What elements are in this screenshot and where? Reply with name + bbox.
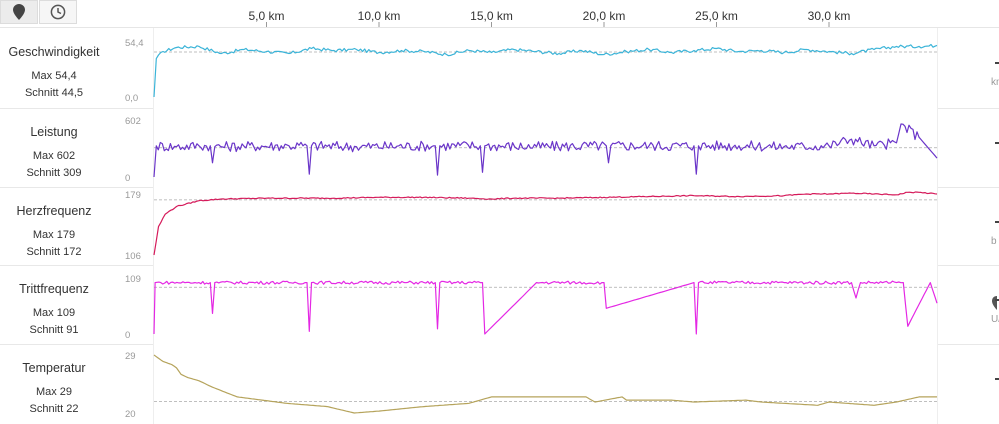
view-toolbar bbox=[0, 0, 80, 26]
speed-value-dash bbox=[995, 62, 999, 64]
cadence-unit: U/ bbox=[991, 314, 999, 325]
power-series-line bbox=[153, 123, 938, 178]
temperature-label-block: Temperatur Max 29 Schnitt 22 bbox=[0, 361, 108, 418]
y-min-label: 0,0 bbox=[125, 93, 138, 104]
map-view-button[interactable] bbox=[0, 0, 38, 24]
temperature-title: Temperatur bbox=[22, 361, 86, 375]
y-max-label: 602 bbox=[125, 116, 141, 127]
y-max-label: 29 bbox=[125, 351, 136, 362]
speed-label-block: Geschwindigkeit Max 54,4 Schnitt 44,5 bbox=[0, 45, 108, 102]
cadence-title: Trittfrequenz bbox=[19, 282, 89, 296]
speed-series-line bbox=[153, 43, 938, 98]
heartrate-max: Max 179 bbox=[32, 229, 76, 241]
power-title: Leistung bbox=[30, 125, 78, 139]
power-max: Max 602 bbox=[32, 150, 76, 162]
power-average: Schnitt 309 bbox=[26, 167, 82, 179]
power-label-block: Leistung Max 602 Schnitt 309 bbox=[0, 125, 108, 182]
x-axis-tick-label: 5,0 km bbox=[248, 9, 284, 23]
y-min-label: 106 bbox=[125, 251, 141, 262]
heartrate-value-dash bbox=[995, 221, 999, 223]
x-axis-tick-label: 30,0 km bbox=[808, 9, 851, 23]
x-axis-tick-label: 20,0 km bbox=[583, 9, 626, 23]
plot-background bbox=[154, 28, 937, 424]
temperature-value-dash bbox=[995, 378, 999, 380]
heartrate-title: Herzfrequenz bbox=[16, 204, 92, 218]
cadence-value-dash bbox=[995, 299, 999, 301]
speed-max: Max 54,4 bbox=[31, 70, 77, 82]
cadence-max: Max 109 bbox=[32, 307, 76, 319]
time-view-button[interactable] bbox=[39, 0, 77, 24]
y-max-label: 54,4 bbox=[125, 38, 144, 49]
temperature-max: Max 29 bbox=[35, 386, 73, 398]
power-value-panel bbox=[982, 142, 999, 144]
y-max-label: 179 bbox=[125, 190, 141, 201]
x-axis-tick-label: 25,0 km bbox=[695, 9, 738, 23]
temperature-average: Schnitt 22 bbox=[29, 403, 79, 415]
temperature-value-panel bbox=[982, 378, 999, 380]
heartrate-average: Schnitt 172 bbox=[26, 246, 82, 258]
cadence-value-panel: U/ bbox=[982, 299, 999, 325]
cadence-series-line bbox=[153, 280, 938, 335]
speed-title: Geschwindigkeit bbox=[8, 45, 100, 59]
speed-value-panel: km bbox=[982, 62, 999, 88]
cadence-label-block: Trittfrequenz Max 109 Schnitt 91 bbox=[0, 282, 108, 339]
speed-average: Schnitt 44,5 bbox=[24, 87, 84, 99]
x-axis-tick-label: 10,0 km bbox=[358, 9, 401, 23]
speed-unit: km bbox=[991, 77, 999, 88]
clock-icon bbox=[50, 4, 66, 20]
power-value-dash bbox=[995, 142, 999, 144]
y-max-label: 109 bbox=[125, 274, 141, 285]
y-min-label: 0 bbox=[125, 330, 130, 341]
map-marker-icon bbox=[13, 4, 25, 20]
heartrate-value-panel: b bbox=[982, 221, 999, 247]
y-min-label: 0 bbox=[125, 173, 130, 184]
x-axis-tick-label: 15,0 km bbox=[470, 9, 513, 23]
heartrate-series-line bbox=[153, 191, 938, 256]
heartrate-unit: b bbox=[991, 236, 997, 247]
heartrate-label-block: Herzfrequenz Max 179 Schnitt 172 bbox=[0, 204, 108, 261]
y-min-label: 20 bbox=[125, 409, 136, 420]
cadence-average: Schnitt 91 bbox=[29, 324, 79, 336]
temperature-series-line bbox=[153, 354, 937, 414]
